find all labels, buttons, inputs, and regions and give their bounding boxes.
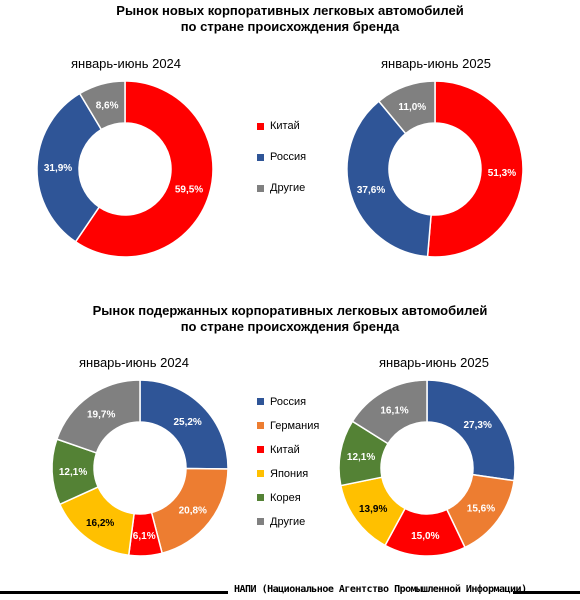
section-title-used-line2: по стране происхождения бренда bbox=[180, 319, 400, 334]
legend-item: Россия bbox=[257, 394, 319, 409]
donut-slice bbox=[426, 80, 524, 258]
legend-label: Другие bbox=[270, 182, 306, 194]
footer-line-right bbox=[513, 591, 580, 594]
legend-used: Россия Германия Китай Япония Корея Другие bbox=[257, 394, 319, 538]
chart-title-used-2025: январь-июнь 2025 bbox=[378, 355, 490, 370]
section-title-new: Рынок новых корпоративных легковых автом… bbox=[0, 3, 580, 35]
donut-chart-used-2025: 27,3% 15,6% 15,0% 13,9% 12,1% 16,1% bbox=[338, 379, 516, 557]
legend-swatch bbox=[257, 154, 264, 161]
legend-label: Россия bbox=[270, 395, 307, 408]
donut-slice bbox=[139, 379, 229, 470]
donut-chart-new-2024: 59,5% 31,9% 8,6% bbox=[36, 80, 214, 258]
legend-label: Россия bbox=[270, 151, 307, 163]
legend-item: Китай bbox=[257, 119, 306, 134]
legend-item: Другие bbox=[257, 181, 306, 196]
donut-slice bbox=[426, 379, 516, 482]
donut-slice bbox=[377, 80, 436, 135]
legend-item: Япония bbox=[257, 466, 319, 481]
donut-chart-new-2025: 51,3% 37,6% 11,0% bbox=[346, 80, 524, 258]
donut-data-label: 13,9% bbox=[359, 504, 387, 515]
donut-data-label: 19,7% bbox=[87, 409, 115, 420]
legend-swatch bbox=[257, 398, 264, 405]
section-title-used: Рынок подержанных корпоративных легковых… bbox=[0, 303, 580, 335]
chart-title-used-2024: январь-июнь 2024 bbox=[78, 355, 190, 370]
donut-data-label: 15,0% bbox=[411, 531, 439, 542]
legend-swatch bbox=[257, 494, 264, 501]
donut-data-label: 27,3% bbox=[463, 420, 491, 431]
legend-item: Корея bbox=[257, 490, 319, 505]
legend-label: Китай bbox=[270, 120, 300, 132]
legend-label: Германия bbox=[270, 419, 320, 432]
legend-label: Китай bbox=[270, 443, 300, 456]
legend-swatch bbox=[257, 446, 264, 453]
donut-data-label: 15,6% bbox=[467, 504, 495, 515]
legend-swatch bbox=[257, 422, 264, 429]
legend-item: Другие bbox=[257, 514, 319, 529]
legend-swatch bbox=[257, 470, 264, 477]
section-title-new-line1: Рынок новых корпоративных легковых автом… bbox=[116, 3, 464, 18]
legend-item: Россия bbox=[257, 150, 306, 165]
footer-source: НАПИ (Национальное Агентство Промышленно… bbox=[234, 584, 527, 595]
donut-data-label: 20,8% bbox=[179, 505, 207, 516]
donut-slice bbox=[74, 80, 214, 258]
donut-data-label: 37,6% bbox=[357, 185, 385, 196]
donut-data-label: 25,2% bbox=[173, 417, 201, 428]
section-title-used-line1: Рынок подержанных корпоративных легковых… bbox=[92, 303, 488, 318]
legend-swatch bbox=[257, 518, 264, 525]
donut-data-label: 16,1% bbox=[380, 405, 408, 416]
legend-label: Другие bbox=[270, 515, 306, 528]
donut-data-label: 6,1% bbox=[133, 531, 156, 542]
donut-data-label: 59,5% bbox=[175, 185, 203, 196]
donut-data-label: 31,9% bbox=[44, 163, 72, 174]
donut-slice bbox=[36, 92, 103, 243]
legend-item: Германия bbox=[257, 418, 319, 433]
legend-label: Корея bbox=[270, 491, 301, 504]
donut-chart-used-2024: 25,2% 20,8% 6,1% 16,2% 12,1% 19,7% bbox=[51, 379, 229, 557]
legend-item: Китай bbox=[257, 442, 319, 457]
donut-data-label: 12,1% bbox=[347, 452, 375, 463]
section-title-new-line2: по стране происхождения бренда bbox=[180, 19, 400, 34]
donut-data-label: 8,6% bbox=[96, 100, 119, 111]
donut-data-label: 51,3% bbox=[488, 168, 516, 179]
legend-label: Япония bbox=[270, 467, 309, 480]
donut-slice bbox=[55, 379, 141, 454]
legend-new: Китай Россия Другие bbox=[257, 119, 306, 212]
donut-slice bbox=[351, 379, 428, 445]
donut-slice bbox=[346, 100, 432, 258]
legend-swatch bbox=[257, 123, 264, 130]
donut-data-label: 12,1% bbox=[59, 467, 87, 478]
legend-swatch bbox=[257, 185, 264, 192]
donut-data-label: 16,2% bbox=[86, 518, 114, 529]
footer-line-left bbox=[0, 591, 228, 594]
donut-slice bbox=[78, 80, 126, 131]
chart-title-new-2025: январь-июнь 2025 bbox=[380, 56, 492, 71]
chart-title-new-2024: январь-июнь 2024 bbox=[70, 56, 182, 71]
donut-data-label: 11,0% bbox=[398, 102, 426, 113]
